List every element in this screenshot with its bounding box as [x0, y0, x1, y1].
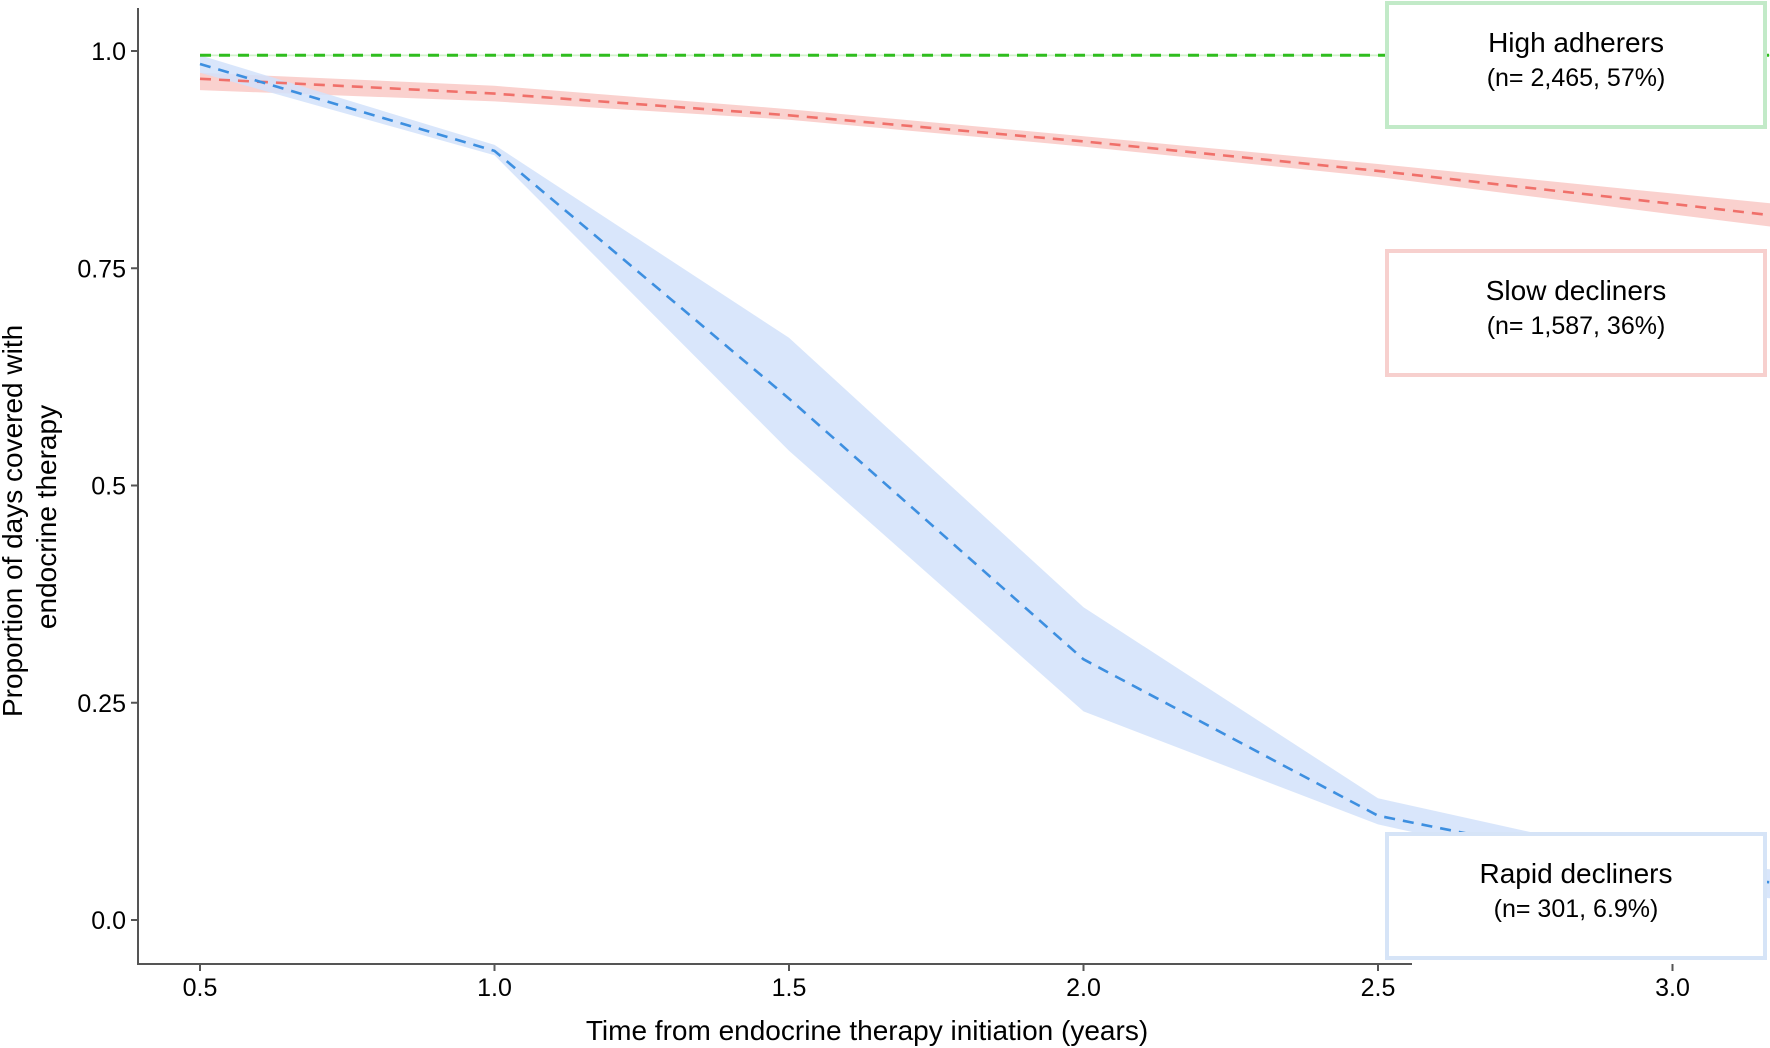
rapid-point [198, 62, 202, 66]
legend: High adherers (n= 2,465, 57%) Slow decline… [1385, 1, 1767, 960]
trajectory-lines [198, 53, 1770, 884]
x-tick-label: 3.0 [1655, 974, 1690, 1002]
legend-box-rapid-frame [1385, 832, 1767, 960]
high-point [493, 53, 497, 57]
slow-trajectory-line [199, 77, 1770, 217]
y-tick-label: 0.25 [77, 690, 126, 718]
y-ticks: 0.0 0.25 0.5 0.75 1.0 [77, 38, 138, 935]
rapid-point [1082, 657, 1086, 661]
legend-box-high-frame [1385, 1, 1767, 129]
x-tick-label: 2.5 [1361, 974, 1396, 1002]
x-ticks: 0.51.01.52.02.53.03.54.04.5 [183, 964, 1690, 1002]
x-tick-label: 2.0 [1066, 974, 1101, 1002]
rapid-point [1376, 814, 1380, 818]
slow-confidence-band [200, 72, 1770, 227]
slow-point [787, 113, 791, 117]
legend-rapid-name: Rapid decliners [1480, 858, 1673, 889]
confidence-bands [200, 54, 1770, 899]
slow-point [1376, 169, 1380, 173]
legend-box-high: High adherers (n= 2,465, 57%) [1385, 1, 1767, 129]
y-axis-title-line-1: Proportion of days covered with [0, 325, 28, 717]
legend-slow-count: (n= 1,587, 36%) [1487, 312, 1666, 340]
high-point [1376, 53, 1380, 57]
slow-point [198, 77, 202, 81]
high-point [198, 53, 202, 57]
slow-point [493, 92, 497, 96]
rapid-point [493, 149, 497, 153]
x-tick-label: 0.5 [183, 974, 218, 1002]
y-axis-title: Proportion of days covered with endocrin… [0, 317, 62, 717]
legend-high-name: High adherers [1488, 27, 1664, 58]
y-tick-label: 0.75 [77, 255, 126, 283]
x-tick-label: 1.0 [477, 974, 512, 1002]
legend-box-slow-frame [1385, 249, 1767, 377]
high-point [787, 53, 791, 57]
legend-high-count: (n= 2,465, 57%) [1487, 64, 1666, 92]
rapid-point [787, 397, 791, 401]
legend-box-slow: Slow decliners (n= 1,587, 36%) [1385, 249, 1767, 377]
x-tick-label: 1.5 [772, 974, 807, 1002]
legend-box-rapid: Rapid decliners (n= 301, 6.9%) [1385, 832, 1767, 960]
y-axis-title-line-2: endocrine therapy [31, 405, 62, 629]
slow-point [1671, 202, 1675, 206]
high-point [1082, 53, 1086, 57]
y-tick-label: 1.0 [91, 38, 126, 66]
y-tick-label: 0.5 [91, 473, 126, 501]
y-tick-label: 0.0 [91, 907, 126, 935]
slow-point [1082, 139, 1086, 143]
x-axis-title: Time from endocrine therapy initiation (… [586, 1015, 1148, 1046]
legend-slow-name: Slow decliners [1486, 275, 1667, 306]
legend-rapid-count: (n= 301, 6.9%) [1494, 895, 1659, 923]
